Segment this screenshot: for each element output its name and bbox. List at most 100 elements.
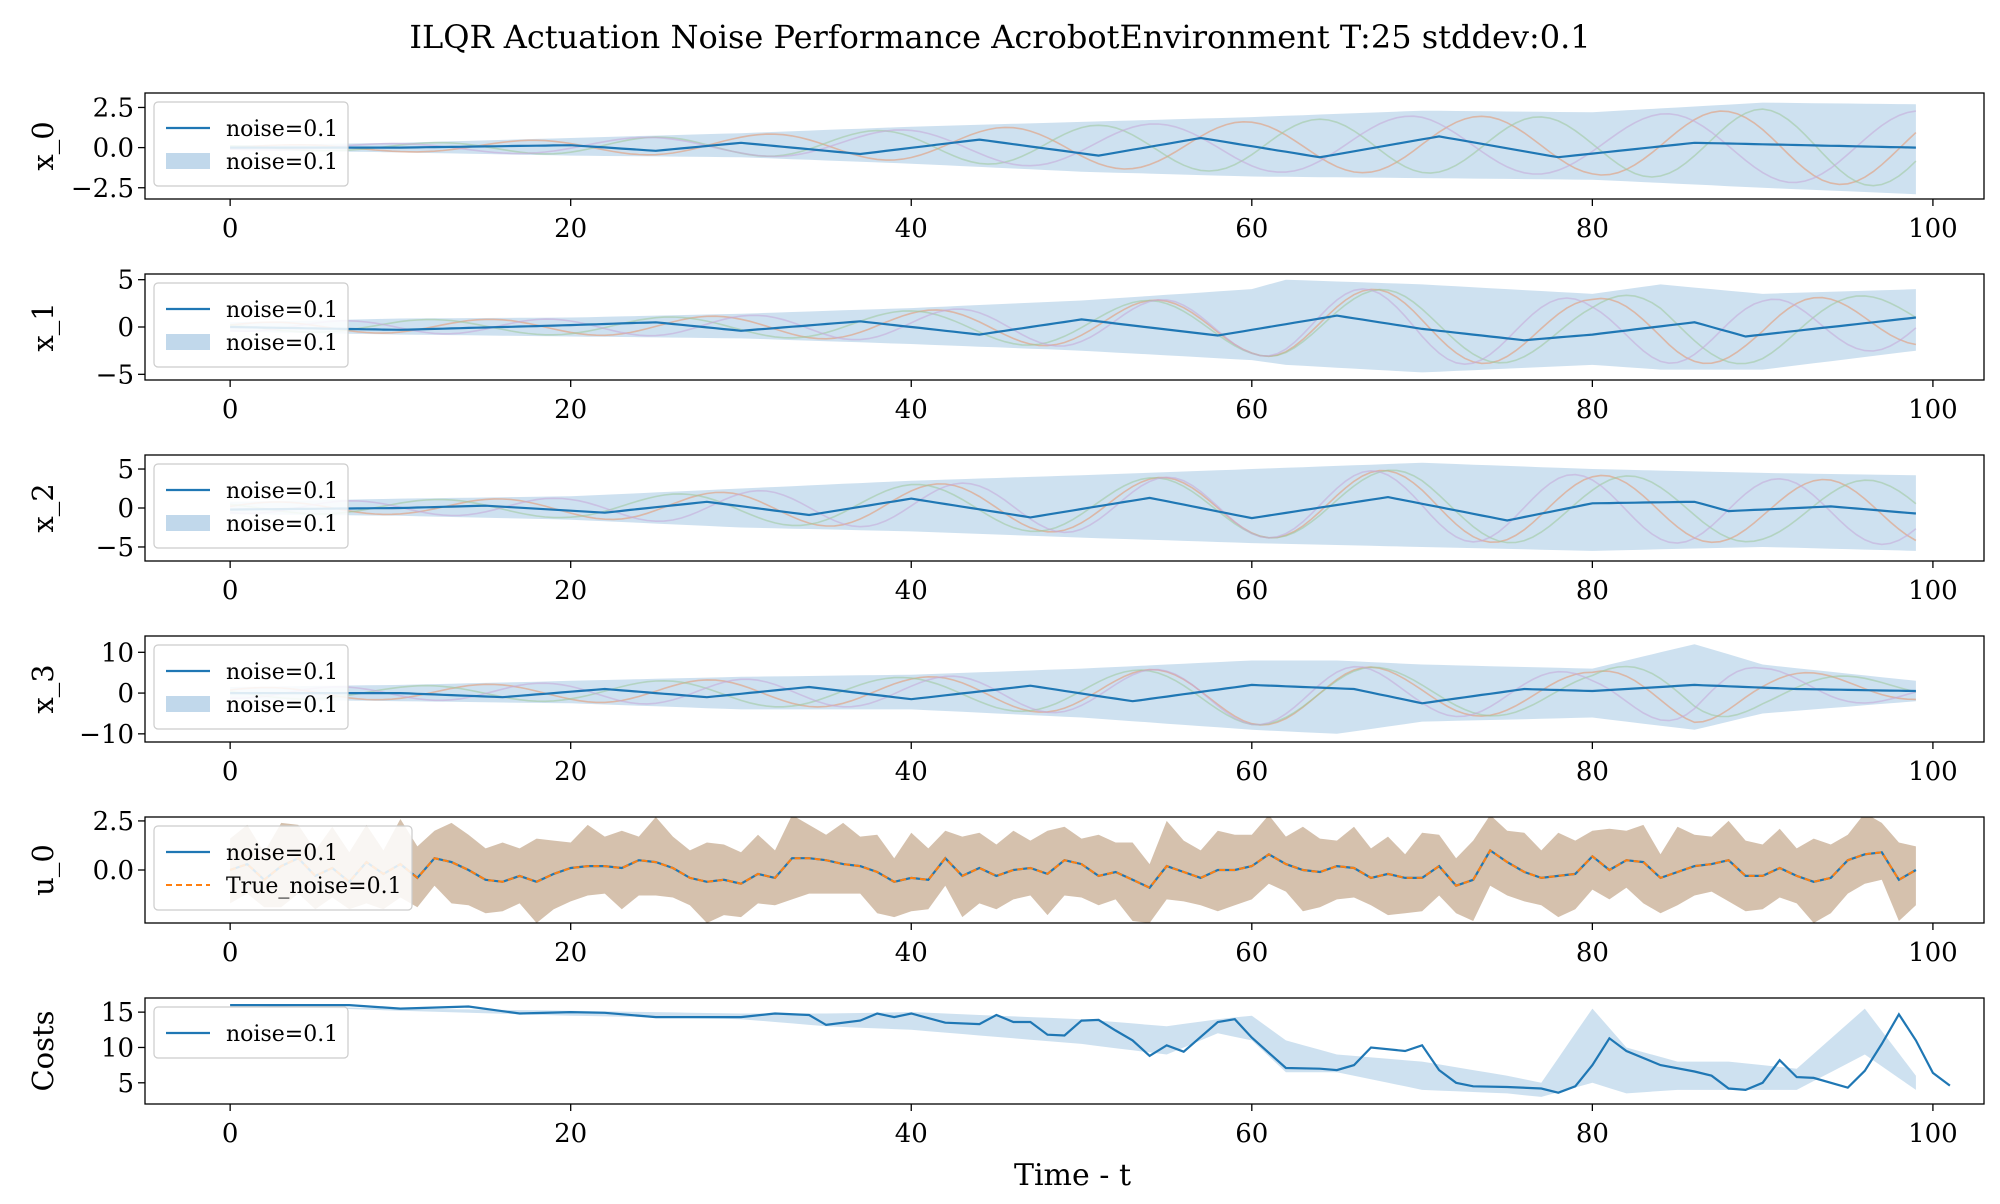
legend-label: noise=0.1 xyxy=(226,841,338,866)
confidence-band xyxy=(230,102,1916,195)
trajectory-line xyxy=(230,108,1917,187)
legend-label: noise=0.1 xyxy=(226,660,338,685)
confidence-band xyxy=(230,1005,1916,1097)
y-tick-label: 10 xyxy=(101,1033,134,1063)
legend-swatch-band xyxy=(166,696,210,712)
x-tick-label: 0 xyxy=(222,214,239,244)
y-axis-label: x_3 xyxy=(26,664,61,713)
x-axis-label: Time - t xyxy=(1014,1158,1131,1193)
x-tick-label: 80 xyxy=(1576,214,1609,244)
x-tick-label: 20 xyxy=(554,938,587,968)
y-tick-label: −2.5 xyxy=(71,174,134,204)
plot-area xyxy=(230,102,1917,195)
legend-label: noise=0.1 xyxy=(226,693,338,718)
x-tick-label: 80 xyxy=(1576,576,1609,606)
x-tick-label: 60 xyxy=(1235,395,1268,425)
legend: noise=0.1 noise=0.1 xyxy=(153,282,349,368)
mean-line xyxy=(230,314,1917,342)
legend: noise=0.1 True_noise=0.1 xyxy=(153,825,413,911)
legend-swatch-band xyxy=(166,334,210,350)
x-tick-label: 20 xyxy=(554,1119,587,1149)
legend-label: noise=0.1 xyxy=(226,117,338,142)
plot-area xyxy=(229,817,1917,923)
legend-label: noise=0.1 xyxy=(226,1022,338,1047)
y-tick-label: 10 xyxy=(101,638,134,668)
y-tick-label: 0 xyxy=(117,313,134,343)
y-tick-label: −5 xyxy=(96,533,134,563)
y-tick-label: 2.5 xyxy=(93,93,134,123)
x-tick-label: 60 xyxy=(1235,576,1268,606)
trajectory-line xyxy=(230,288,1917,365)
confidence-band xyxy=(230,462,1916,551)
legend-label: noise=0.1 xyxy=(226,150,338,175)
x-tick-label: 100 xyxy=(1908,214,1958,244)
x-tick-label: 100 xyxy=(1908,1119,1958,1149)
plot-area xyxy=(229,644,1917,734)
x-tick-label: 80 xyxy=(1576,1119,1609,1149)
legend-box xyxy=(153,825,413,911)
y-axis-label: x_0 xyxy=(26,121,61,170)
legend-label: noise=0.1 xyxy=(226,331,338,356)
true-line xyxy=(229,848,1917,889)
y-tick-label: 2.5 xyxy=(93,807,134,837)
chart-title: ILQR Actuation Noise Performance Acrobot… xyxy=(409,18,1591,56)
x-tick-label: 20 xyxy=(554,214,587,244)
trajectory-line xyxy=(230,288,1917,366)
y-tick-label: 15 xyxy=(101,998,134,1028)
y-tick-label: 0.0 xyxy=(93,856,134,886)
y-tick-label: 5 xyxy=(117,455,134,485)
x-tick-label: 100 xyxy=(1908,938,1958,968)
legend-label: noise=0.1 xyxy=(226,298,338,323)
mean-line xyxy=(230,683,1916,705)
x-tick-label: 0 xyxy=(222,395,239,425)
plot-area xyxy=(229,462,1917,551)
x-tick-label: 40 xyxy=(895,1119,928,1149)
y-axis-label: Costs xyxy=(26,1010,60,1091)
x-tick-label: 60 xyxy=(1235,938,1268,968)
mean-line xyxy=(230,135,1916,159)
x-tick-label: 40 xyxy=(895,938,928,968)
x-tick-label: 20 xyxy=(554,757,587,787)
x-tick-label: 100 xyxy=(1908,757,1958,787)
mean-line xyxy=(230,1003,1951,1094)
x-tick-label: 20 xyxy=(554,576,587,606)
legend-box xyxy=(153,1006,349,1059)
x-tick-label: 100 xyxy=(1908,576,1958,606)
legend: noise=0.1 noise=0.1 xyxy=(153,463,349,549)
x-tick-label: 0 xyxy=(222,938,239,968)
axes-frame xyxy=(144,92,1985,200)
legend-label: noise=0.1 xyxy=(226,512,338,537)
legend: noise=0.1 noise=0.1 xyxy=(153,101,349,187)
legend: noise=0.1 noise=0.1 xyxy=(153,644,349,730)
subplot-x_2: −5 0 5 0 20 40 60 80 100 x_2 noise=0.1 noise=0.1 xyxy=(26,454,1985,606)
y-tick-label: 5 xyxy=(117,266,134,296)
x-tick-label: 60 xyxy=(1235,1119,1268,1149)
confidence-band xyxy=(230,279,1916,373)
confidence-band xyxy=(230,644,1916,734)
x-tick-label: 60 xyxy=(1235,214,1268,244)
y-tick-label: −5 xyxy=(96,360,134,390)
x-tick-label: 80 xyxy=(1576,938,1609,968)
trajectory-line xyxy=(230,288,1917,365)
legend-label: True_noise=0.1 xyxy=(226,874,402,899)
trajectory-line xyxy=(230,110,1917,184)
subplot-Costs: 5 10 15 0 20 40 60 80 100 Costs Time - t noise=0.1 xyxy=(26,997,1985,1193)
x-tick-label: 0 xyxy=(222,1119,239,1149)
x-tick-label: 60 xyxy=(1235,757,1268,787)
x-tick-label: 40 xyxy=(895,757,928,787)
x-tick-label: 40 xyxy=(895,214,928,244)
trajectory-line xyxy=(230,665,1917,726)
x-tick-label: 40 xyxy=(895,576,928,606)
y-tick-label: −10 xyxy=(79,720,134,750)
y-tick-label: 0 xyxy=(117,679,134,709)
x-tick-label: 80 xyxy=(1576,757,1609,787)
axes-frame xyxy=(144,997,1985,1105)
subplot-x_1: −5 0 5 0 20 40 60 80 100 x_1 noise=0.1 noise=0.1 xyxy=(26,266,1985,425)
subplot-u_0: 0.0 2.5 0 20 40 60 80 100 u_0 noise=0.1 True_noise… xyxy=(26,807,1985,968)
y-axis-label: x_2 xyxy=(26,483,61,532)
x-tick-label: 20 xyxy=(554,395,587,425)
legend-swatch-band xyxy=(166,153,210,169)
